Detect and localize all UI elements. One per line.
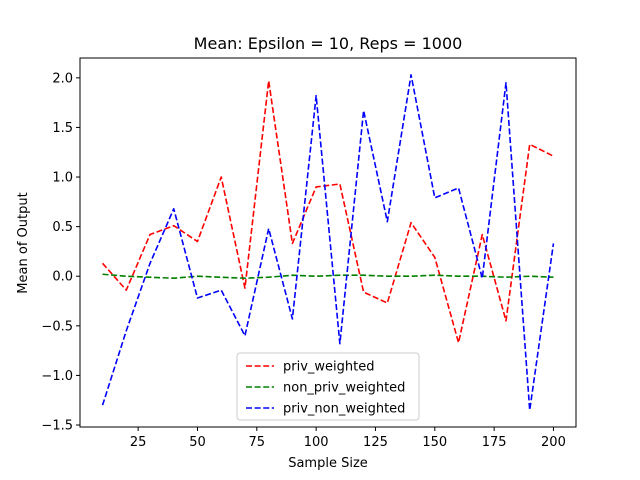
legend-box: [236, 352, 420, 421]
x-axis: 25 50 75 100 125 150 175 200: [130, 427, 566, 450]
y-tick-label: −1.0: [41, 369, 73, 384]
legend: priv_weighted non_priv_weighted priv_non_w…: [236, 352, 420, 421]
y-tick-label: 1.0: [52, 171, 73, 186]
y-tick-label: −0.5: [41, 319, 73, 334]
y-tick-label: 0.5: [52, 220, 73, 235]
legend-label-priv_non_weighted: priv_non_weighted: [283, 402, 405, 417]
legend-label-priv_weighted: priv_weighted: [283, 360, 374, 375]
series-line-priv_weighted: [101, 80, 554, 344]
x-tick-label: 75: [249, 435, 266, 450]
x-tick-label: 175: [482, 435, 507, 450]
y-tick-label: 1.5: [52, 121, 73, 136]
x-tick-label: 125: [363, 435, 388, 450]
y-tick-label: −1.5: [41, 419, 73, 434]
y-axis-label: Mean of Output: [16, 192, 31, 293]
x-tick-label: 200: [541, 435, 566, 450]
y-axis: −1.5 −1.0 −0.5 0.0 0.5 1.0 1.5 2.0: [41, 71, 80, 434]
x-tick-label: 50: [189, 435, 206, 450]
y-tick-label: 2.0: [52, 71, 73, 86]
x-tick-label: 25: [130, 435, 147, 450]
x-tick-label: 100: [304, 435, 329, 450]
plot-lines: [101, 74, 555, 411]
x-tick-label: 150: [422, 435, 447, 450]
x-axis-label: Sample Size: [288, 456, 368, 471]
series-line-non_priv_weighted: [102, 273, 554, 280]
y-tick-label: 0.0: [52, 270, 73, 285]
series-line-priv_non_weighted: [101, 74, 555, 411]
legend-label-non_priv_weighted: non_priv_weighted: [283, 381, 405, 396]
plot-frame: [79, 57, 577, 428]
chart-title: Mean: Epsilon = 10, Reps = 1000: [194, 34, 463, 53]
